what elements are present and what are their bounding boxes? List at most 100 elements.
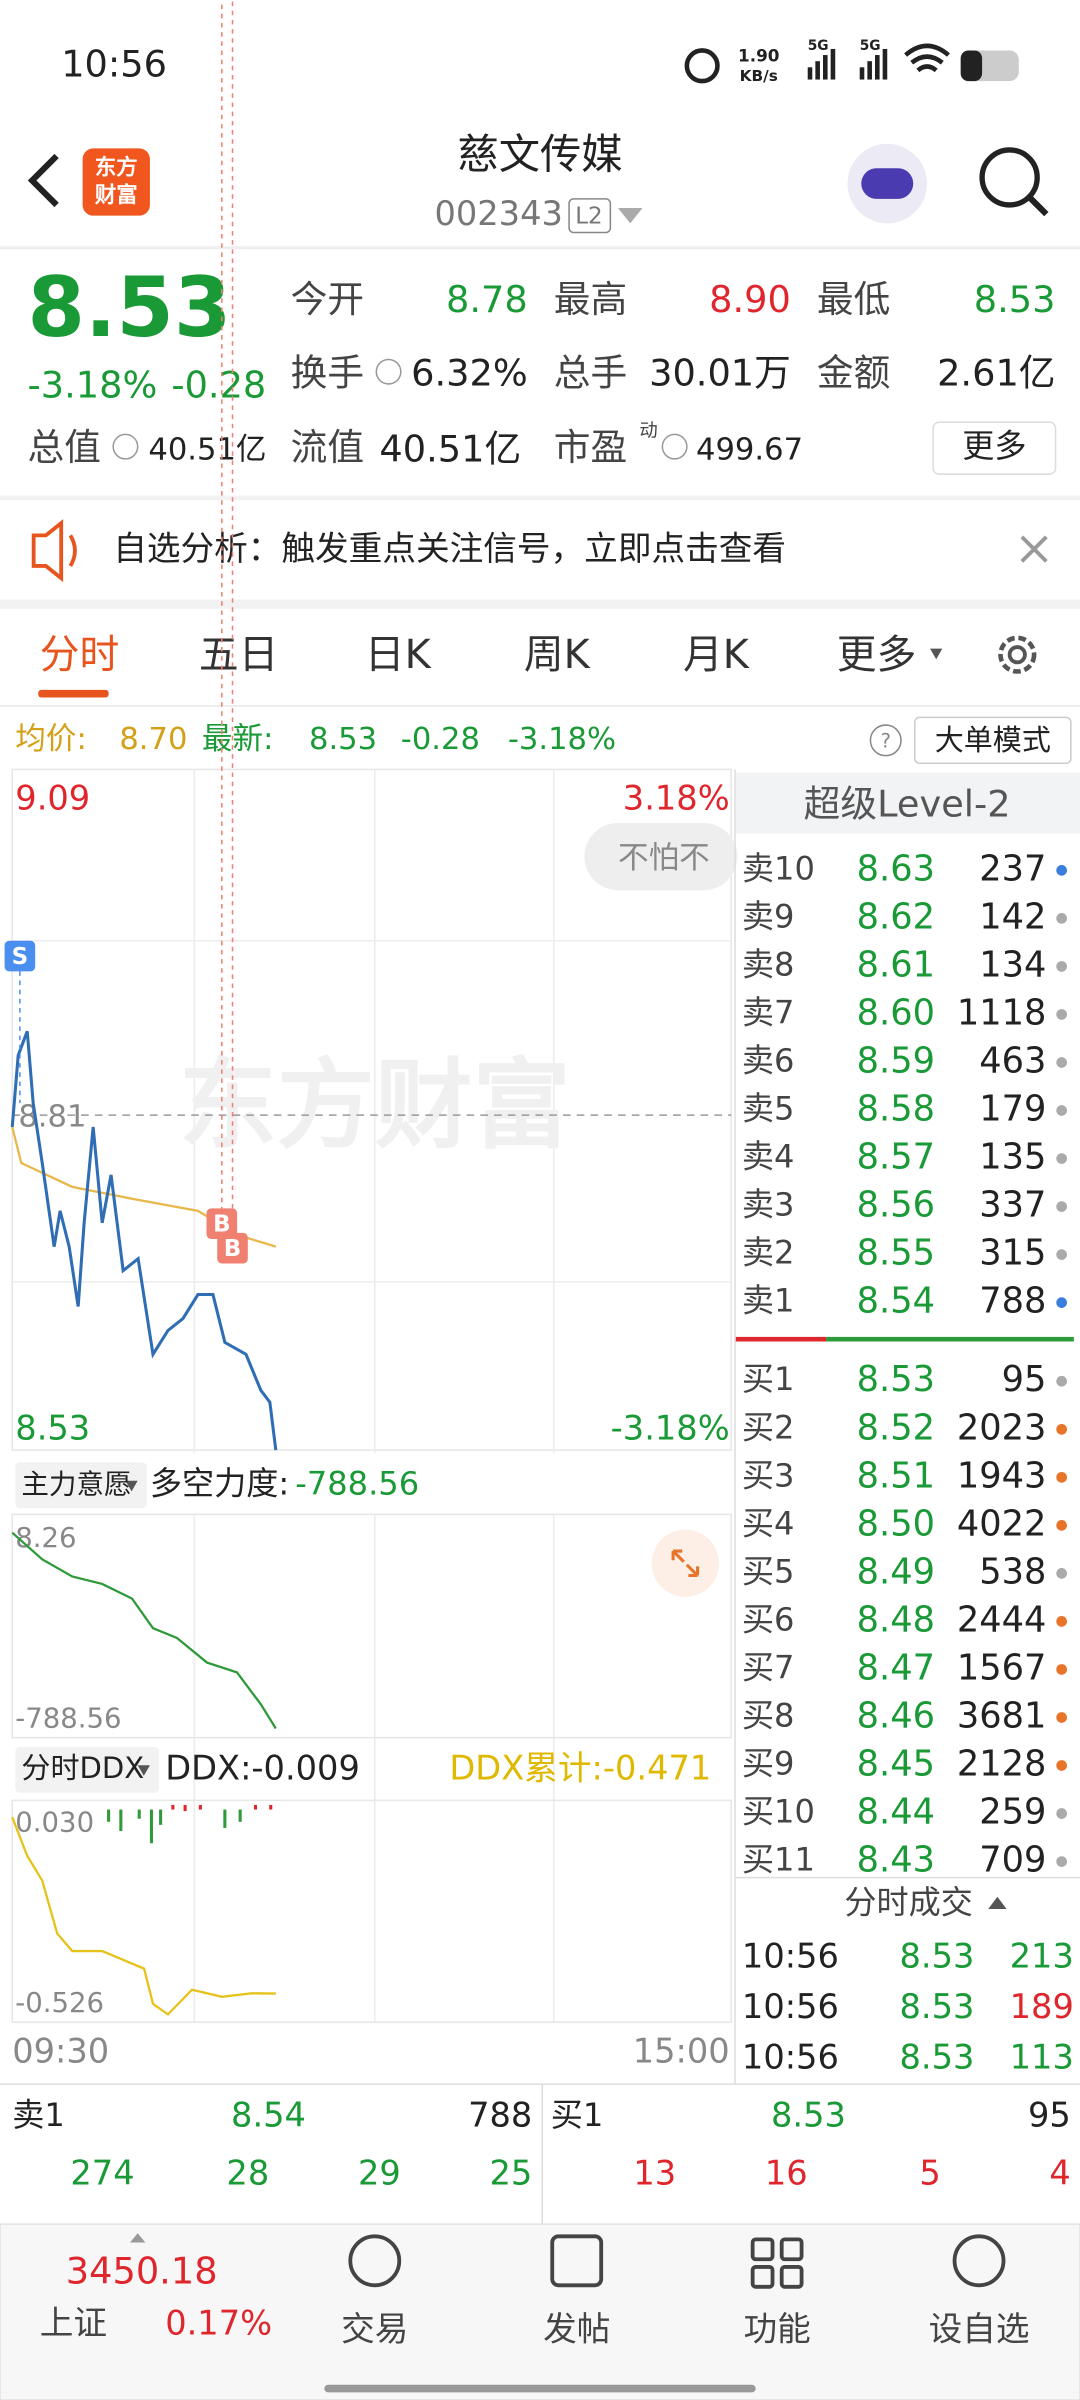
hint-bubble[interactable] [584,822,738,891]
tab[interactable]: 月K [683,632,750,678]
book-label: 买2 [742,1408,795,1446]
book-volume: 237 [979,848,1046,889]
change-amount: -0.28 [171,363,266,406]
field-value: 40.51亿 [379,428,521,471]
trade-volume: 113 [1010,2037,1074,2076]
settings-button[interactable] [998,635,1037,674]
indicator-selector[interactable] [15,1462,147,1509]
field-value: 8.90 [709,278,791,321]
indicator-line [11,1816,276,2016]
mode-button-label: 大单模式 [935,723,1051,757]
index-value[interactable]: 3450.18 [66,2250,218,2293]
book-price: 8.46 [857,1695,935,1736]
hint-bubble-text[interactable]: 不怕不 [618,841,710,876]
tab[interactable]: 五日 [199,632,279,678]
book-dot [1056,913,1067,924]
book-price: 8.57 [857,1137,935,1178]
more-button[interactable] [932,421,1057,475]
trade-marker[interactable] [217,1232,248,1264]
code-dropdown[interactable] [618,208,643,224]
app-logo[interactable] [82,148,150,216]
home-indicator [324,2384,756,2393]
book-price: 8.50 [857,1503,935,1544]
nav-item[interactable]: 功能 [743,2310,810,2349]
expand-button[interactable] [651,1529,719,1597]
trade-marker[interactable] [206,1208,238,1240]
function-icon[interactable] [750,2237,804,2289]
trade-marker-label: B [213,1212,230,1238]
info-icon[interactable] [112,433,139,460]
trade-marker-label: B [224,1236,241,1262]
trade-volume: 213 [1010,1936,1074,1975]
book-price: 8.48 [857,1599,935,1640]
tab[interactable]: 更多 [837,632,917,678]
book-volume: 1943 [957,1455,1047,1496]
last-price: 8.53 [28,260,232,356]
book-price: 8.55 [857,1233,935,1274]
book-dot [1056,1856,1067,1867]
post-icon[interactable] [550,2234,604,2288]
index-caret[interactable] [130,2233,146,2243]
indicator-tick: -788.56 [15,1702,121,1734]
nav-item[interactable]: 设自选 [929,2310,1030,2349]
book-label: 卖2 [742,1234,795,1272]
strip-cell: 25 [490,2154,533,2193]
book-price: 8.45 [857,1744,935,1785]
book-dot [1056,961,1067,972]
strip-cell: 13 [633,2154,676,2193]
strip-cell: 16 [765,2154,808,2193]
nav-item[interactable]: 发帖 [543,2310,610,2349]
trade-marker[interactable] [4,940,36,972]
book-volume: 709 [979,1840,1046,1881]
book-volume: 259 [979,1792,1046,1833]
book-volume: 3681 [957,1695,1047,1736]
strip-cell: 28 [226,2154,269,2193]
book-label: 卖7 [742,993,795,1031]
info-icon[interactable] [375,358,402,385]
stock-name: 慈文传媒 [457,131,622,179]
field-value: 40.51亿 [148,433,266,468]
back-button[interactable] [27,153,59,208]
level-badge-text: L2 [575,204,602,230]
strip-label: 卖1 [12,2096,65,2134]
book-dot [1056,1760,1067,1771]
expand-icon [671,1549,700,1578]
divider [735,1876,1080,1879]
book-label: 买6 [742,1600,795,1638]
axis-min: 8.53 [15,1409,90,1448]
field-label: 今开 [291,278,364,321]
alarm-icon [684,48,720,84]
tab[interactable]: 周K [524,632,591,678]
info-pct: -3.18% [508,722,616,757]
book-price: 8.58 [857,1089,935,1130]
book-dot [1056,1009,1067,1020]
mode-button[interactable] [914,716,1072,765]
info-icon[interactable] [661,433,688,460]
info-change: -0.28 [401,722,480,757]
watchlist-icon[interactable] [952,2234,1006,2288]
tab-underline [38,689,109,698]
close-banner[interactable] [1020,535,1048,563]
book-dot [1056,1249,1067,1260]
strip-cell: 4 [1049,2154,1070,2193]
strip-cell: 274 [70,2154,134,2193]
book-volume: 2444 [957,1599,1047,1640]
book-volume: 1567 [957,1647,1047,1688]
indicator-selector[interactable] [15,1746,160,1793]
book-dot [1056,1808,1067,1819]
book-label: 卖9 [742,897,795,935]
nav-item[interactable]: 交易 [341,2310,408,2349]
tab[interactable]: 分时 [40,632,120,678]
book-price: 8.59 [857,1040,935,1081]
field-superscript: 动 [639,420,657,441]
book-label: 买7 [742,1648,795,1686]
logo-text: 东方 [95,154,138,180]
search-button[interactable] [979,147,1040,208]
book-label: 卖5 [742,1090,795,1128]
banner-text[interactable]: 自选分析：触发重点关注信号，立即点击查看 [113,529,786,568]
help-icon[interactable] [869,724,902,757]
trade-icon[interactable] [348,2234,402,2288]
level-badge [568,198,612,234]
tab[interactable]: 日K [365,632,432,678]
